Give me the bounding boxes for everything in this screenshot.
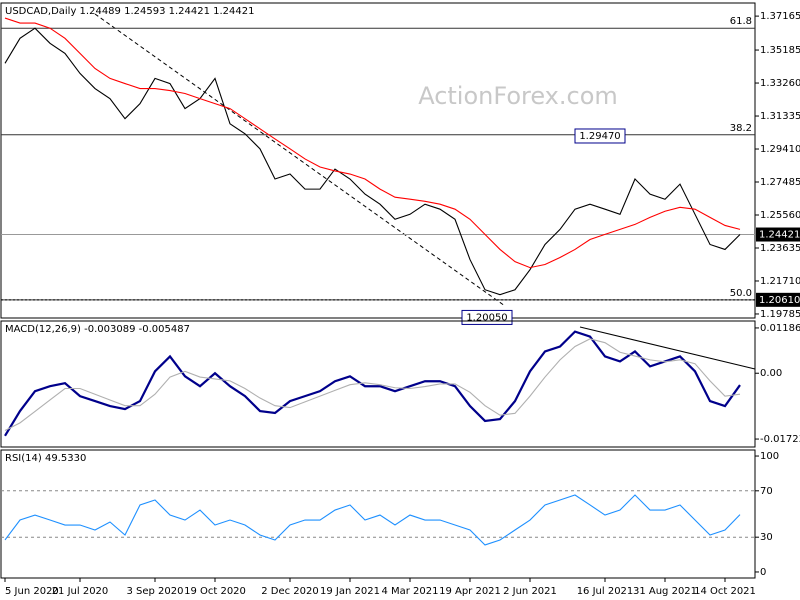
y-tick-label: 100 xyxy=(760,451,779,462)
panel-frame xyxy=(0,2,756,319)
annotation-box xyxy=(574,128,626,144)
x-tick-label: 2 Jun 2021 xyxy=(503,586,557,597)
y-tick-label: 1.27485 xyxy=(760,177,800,188)
y-tick-label: 1.25560 xyxy=(760,210,800,221)
y-tick-label: 1.19785 xyxy=(760,309,800,320)
x-tick-label: 3 Sep 2020 xyxy=(126,586,183,597)
panel-title: USDCAD,Daily 1.24489 1.24593 1.24421 1.2… xyxy=(5,6,255,17)
y-tick-label: 1.35185 xyxy=(760,45,800,56)
series-line xyxy=(4,27,741,296)
y-tick-label: 1.37165 xyxy=(760,11,800,22)
series-line xyxy=(4,330,741,437)
annotation-label: 1.29470 xyxy=(579,131,620,142)
series-line xyxy=(4,17,741,269)
level-price-box xyxy=(756,292,800,307)
last-price-label: 1.24421 xyxy=(759,230,800,241)
x-tick-label: 16 Jul 2021 xyxy=(577,586,634,597)
y-tick-label: 1.29410 xyxy=(760,144,800,155)
level-price-label: 1.20610 xyxy=(759,295,800,306)
fib-level-label: 61.8 xyxy=(730,16,752,27)
y-tick-label: 0 xyxy=(760,567,766,578)
y-tick-label: 70 xyxy=(760,486,773,497)
last-price-box xyxy=(756,227,800,242)
panel-frame xyxy=(0,449,756,579)
panel-title: RSI(14) 49.5330 xyxy=(5,453,86,464)
series-line xyxy=(4,338,741,431)
x-tick-label: 19 Oct 2020 xyxy=(184,586,246,597)
x-tick-label: 19 Apr 2021 xyxy=(439,586,501,597)
fib-level-label: 38.2 xyxy=(730,123,752,134)
x-tick-label: 31 Aug 2021 xyxy=(633,586,697,597)
y-tick-label: 1.33260 xyxy=(760,78,800,89)
fib-level-label: 50.0 xyxy=(730,288,752,299)
panel-frame xyxy=(0,320,756,448)
x-tick-label: 19 Jan 2021 xyxy=(320,586,380,597)
macd-trend-line xyxy=(579,326,756,370)
watermark: ActionForex.com xyxy=(418,82,618,110)
x-tick-label: 14 Oct 2021 xyxy=(694,586,756,597)
series-line xyxy=(4,494,741,546)
x-tick-label: 5 Jun 2020 xyxy=(5,586,59,597)
y-tick-label: 1.23635 xyxy=(760,243,800,254)
y-tick-label: 30 xyxy=(760,532,773,543)
x-tick-label: 4 Mar 2021 xyxy=(381,586,438,597)
y-tick-label: -0.017238 xyxy=(760,434,800,445)
y-tick-label: 0.00 xyxy=(760,368,782,379)
x-tick-label: 2 Dec 2020 xyxy=(261,586,319,597)
annotation-label: 1.20050 xyxy=(466,312,507,323)
y-tick-label: 1.31335 xyxy=(760,111,800,122)
y-tick-label: 0.011862 xyxy=(760,323,800,334)
panel-title: MACD(12,26,9) -0.003089 -0.005487 xyxy=(5,324,190,335)
y-tick-label: 1.21710 xyxy=(760,276,800,287)
x-tick-label: 21 Jul 2020 xyxy=(52,586,109,597)
